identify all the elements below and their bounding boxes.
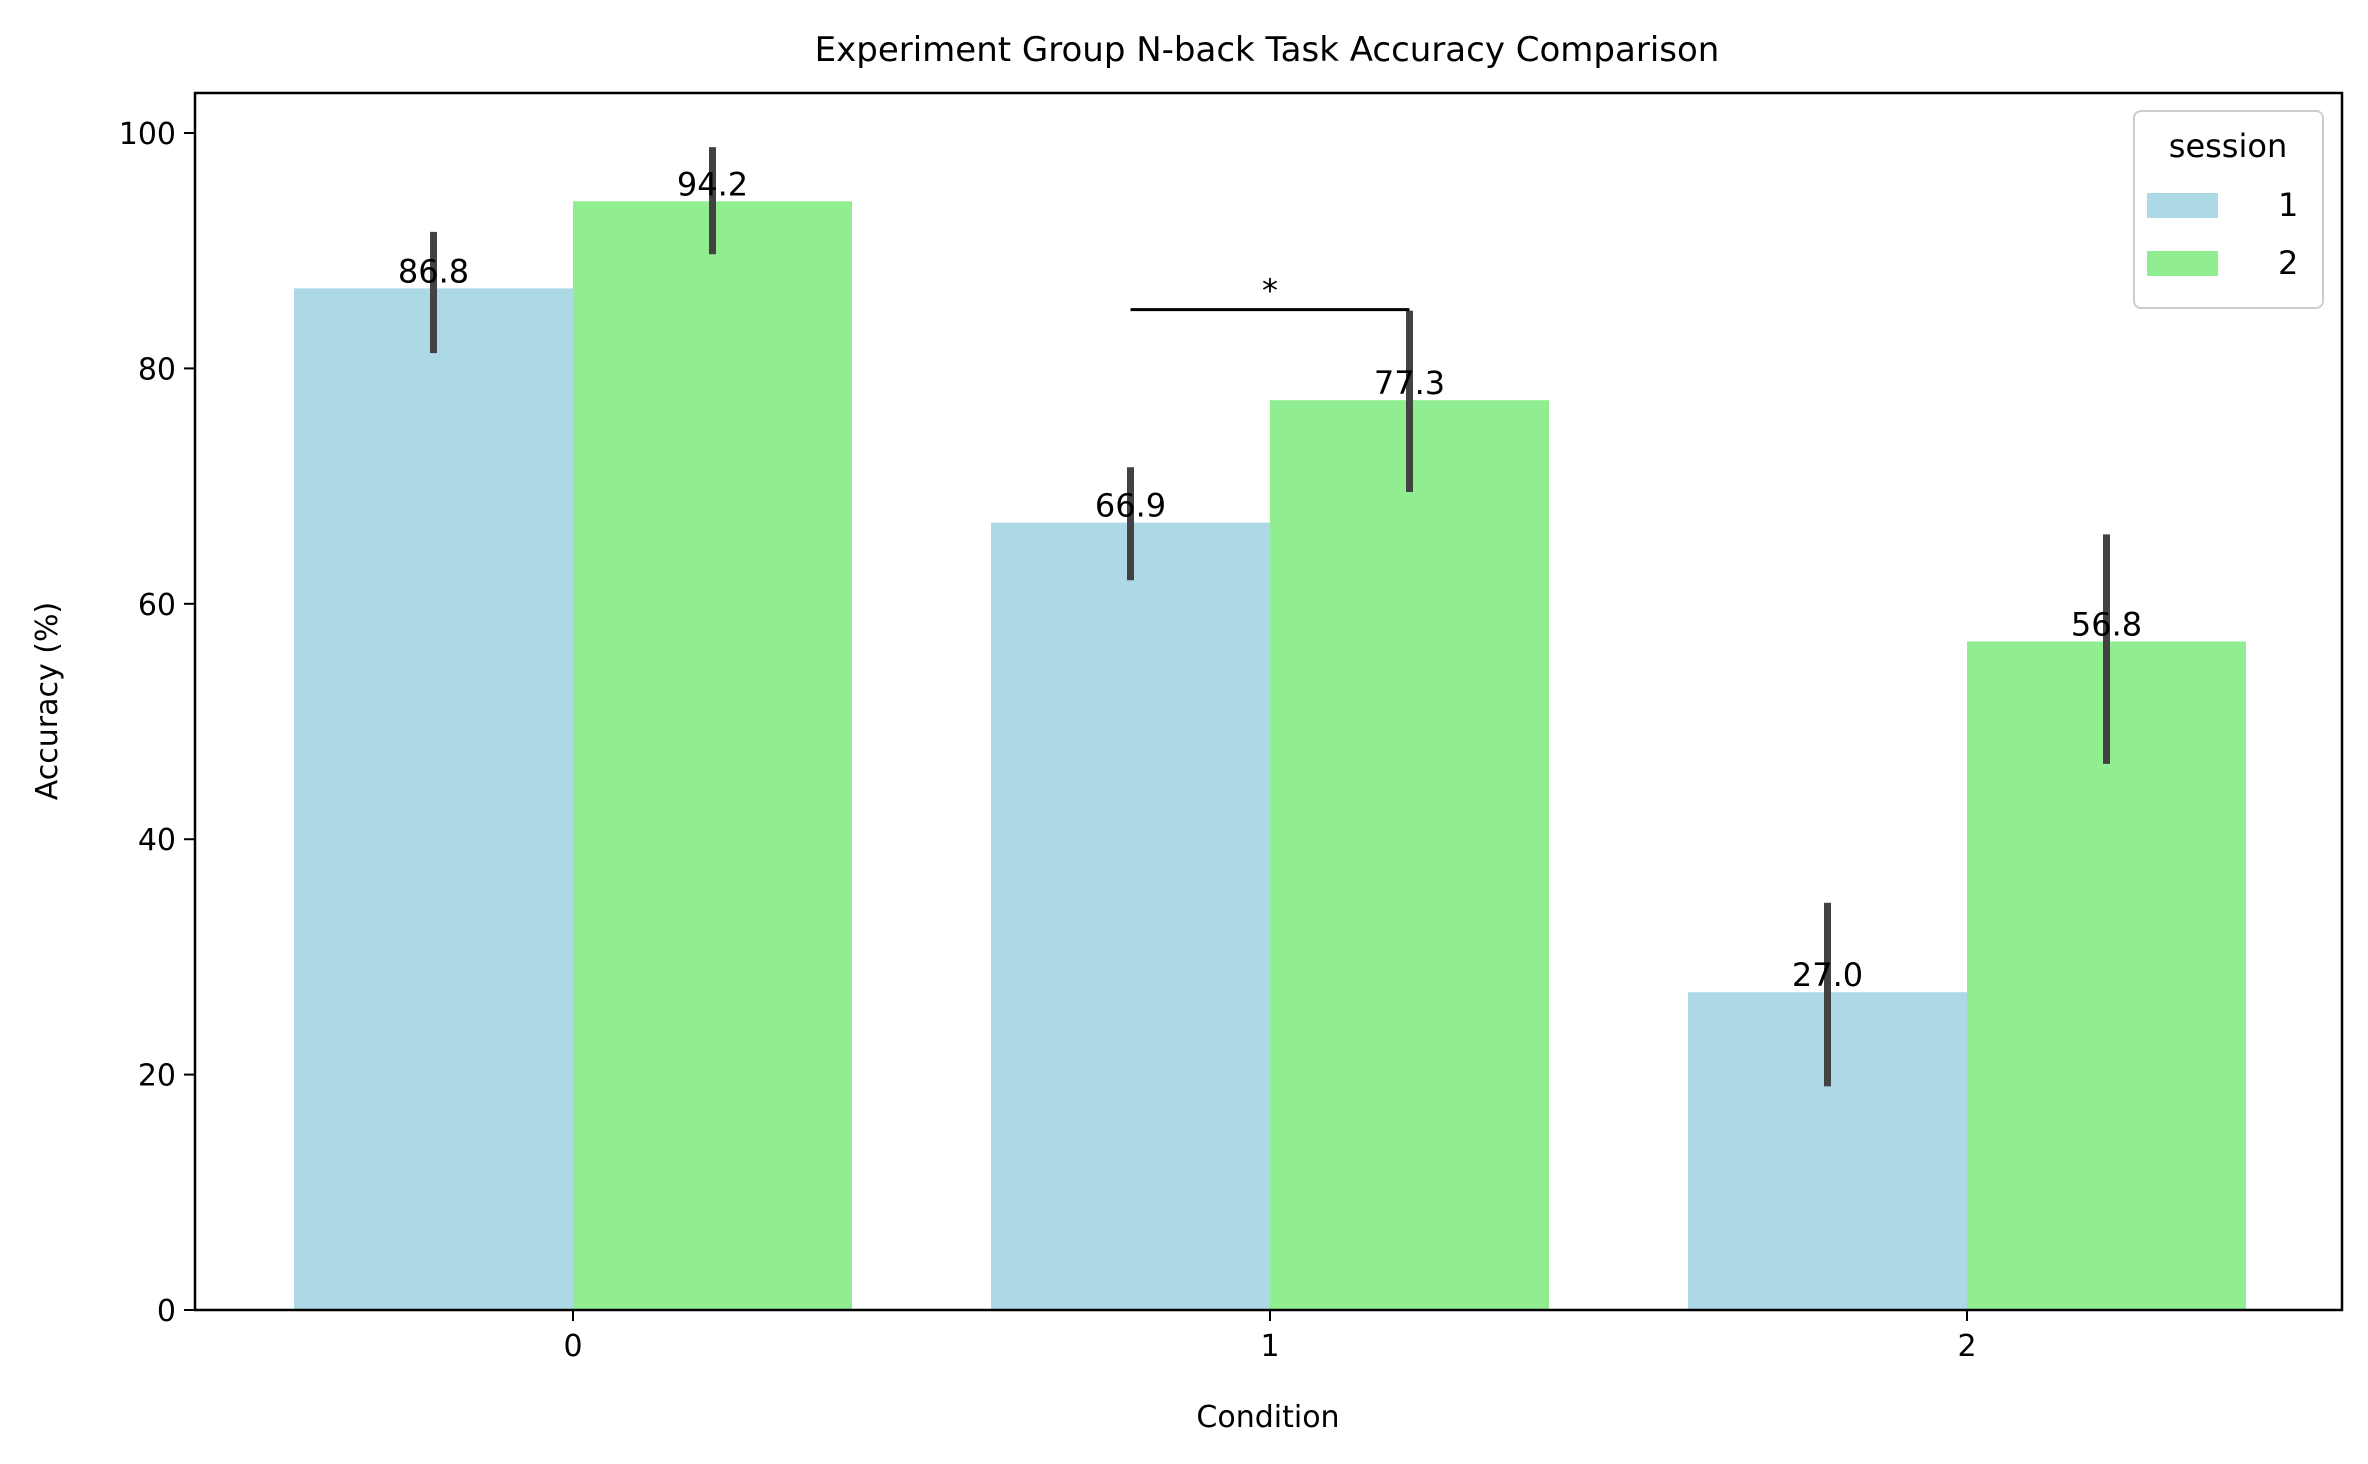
bar-value-label: 77.3 [1374, 364, 1445, 402]
x-tick-label: 2 [1957, 1329, 1976, 1364]
chart-title: Experiment Group N-back Task Accuracy Co… [815, 30, 1720, 70]
y-axis: 0 20 40 60 80 100 [119, 117, 195, 1329]
legend: session 1 2 [2133, 110, 2324, 309]
plot-frame [193, 91, 2344, 1312]
x-axis-label: Condition [1196, 1400, 1339, 1435]
legend-label-2: 2 [2278, 244, 2298, 282]
bar-value-label: 66.9 [1095, 487, 1166, 525]
y-tick-label: 80 [138, 352, 176, 387]
bar-value-label: 94.2 [677, 165, 748, 203]
legend-label-1: 1 [2278, 186, 2298, 224]
significance-annotation: * [1130, 272, 1410, 312]
legend-swatch-1 [2147, 193, 2218, 218]
y-tick-label: 0 [157, 1294, 176, 1329]
bar-session1-condition0 [294, 288, 573, 1310]
bar-session2-condition1 [1270, 400, 1549, 1310]
y-tick-label: 60 [138, 588, 176, 623]
error-bars [430, 147, 2110, 1087]
bar-session1-condition1 [991, 522, 1270, 1310]
bar-session2-condition0 [573, 201, 852, 1311]
x-axis: 0 1 2 [563, 1310, 1977, 1364]
x-tick-label: 0 [563, 1329, 582, 1364]
bar-value-label: 86.8 [398, 252, 469, 290]
x-tick-label: 1 [1260, 1329, 1279, 1364]
y-tick-label: 20 [138, 1059, 176, 1094]
y-axis-label: Accuracy (%) [30, 602, 65, 800]
legend-swatch-2 [2147, 251, 2218, 276]
y-tick-label: 40 [138, 823, 176, 858]
bar-value-labels: 86.8 66.9 27.0 94.2 77.3 56.8 [398, 165, 2142, 994]
y-tick-label: 100 [119, 117, 176, 152]
bars [294, 201, 2246, 1311]
significance-marker: * [1262, 272, 1278, 310]
bar-value-label: 56.8 [2071, 605, 2142, 643]
bar-value-label: 27.0 [1792, 956, 1863, 994]
legend-title: session [2169, 127, 2287, 165]
